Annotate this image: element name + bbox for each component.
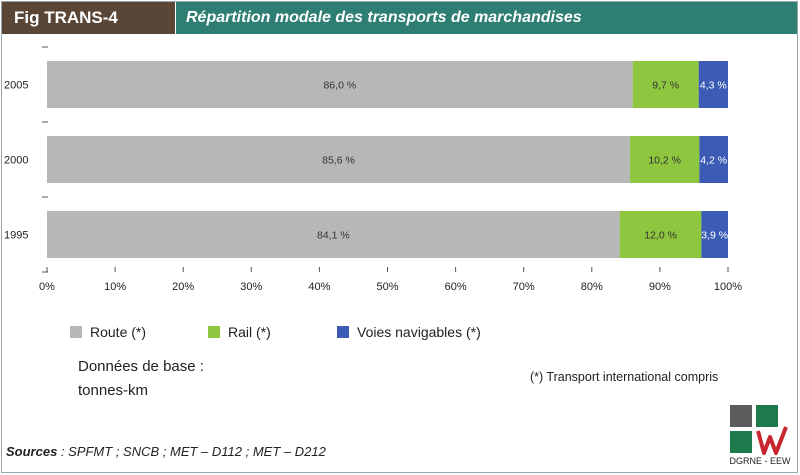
sources-label: Sources (6, 444, 58, 459)
x-tick-label: 100% (714, 281, 742, 293)
sources-text: : SPFMT ; SNCB ; MET – D112 ; MET – D212 (57, 444, 326, 459)
logo-caption: DGRNE - EEW (729, 456, 791, 466)
footnote: (*) Transport international compris (530, 370, 719, 384)
data-label: 85,6 % (322, 155, 355, 167)
bar-segment (698, 61, 728, 108)
legend-label-rail: Rail (*) (228, 324, 271, 340)
base-data-label: Données de base : (78, 358, 204, 375)
logo-w-mark (756, 426, 788, 455)
figure-title: Répartition modale des transports de mar… (176, 2, 797, 34)
x-tick-label: 50% (376, 281, 398, 293)
category-label: 2000 (4, 155, 28, 167)
stacked-bar-chart: 0% 10% 20% 30% 40% 50% 60% 70% 80% 90% 100% 2005 86,… (4, 46, 742, 293)
bar-segment (619, 211, 702, 258)
data-label: 9,7 % (652, 80, 679, 92)
logo-tile-bottom-left (730, 431, 752, 453)
x-tick-label: 20% (172, 281, 194, 293)
x-tick-label: 40% (308, 281, 330, 293)
legend-item-route: Route (*) (70, 322, 146, 342)
data-label: 86,0 % (323, 80, 356, 92)
figure-label: Fig TRANS-4 (2, 2, 175, 34)
category-label: 1995 (4, 230, 28, 242)
x-tick-label: 60% (445, 281, 467, 293)
bar-segment (699, 136, 728, 183)
x-tick-label: 80% (581, 281, 603, 293)
data-label: 3,9 % (701, 230, 728, 242)
sources-line: Sources : SPFMT ; SNCB ; MET – D112 ; ME… (6, 444, 326, 459)
legend-label-voies-navigables: Voies navigables (*) (357, 324, 481, 340)
legend-item-voies-navigables: Voies navigables (*) (337, 322, 481, 342)
x-tick-label: 0% (39, 281, 55, 293)
bar-segment (47, 211, 620, 258)
x-tick-label: 10% (104, 281, 126, 293)
bar-segment (47, 61, 633, 108)
legend-swatch-route (70, 326, 82, 338)
data-label: 84,1 % (317, 230, 350, 242)
data-label: 10,2 % (648, 155, 681, 167)
logo-tile-gray (730, 405, 752, 427)
logo-tile-top-right (756, 405, 778, 427)
bar-segment (701, 211, 728, 258)
base-data-unit: tonnes-km (78, 382, 149, 399)
dgrne-logo: DGRNE - EEW (729, 405, 794, 469)
data-label: 4,3 % (700, 80, 727, 92)
bar-segment (632, 61, 699, 108)
legend-label-route: Route (*) (90, 324, 147, 340)
data-label: 4,2 % (700, 155, 727, 167)
bar-segment (47, 136, 630, 183)
x-tick-label: 70% (513, 281, 535, 293)
legend-swatch-rail (208, 326, 220, 338)
x-tick-label: 30% (240, 281, 262, 293)
category-label: 2005 (4, 80, 28, 92)
legend-item-rail: Rail (*) (208, 322, 271, 342)
legend-swatch-voies-navigables (337, 326, 349, 338)
x-tick-label: 90% (649, 281, 671, 293)
data-label: 12,0 % (644, 230, 677, 242)
bar-segment (629, 136, 700, 183)
